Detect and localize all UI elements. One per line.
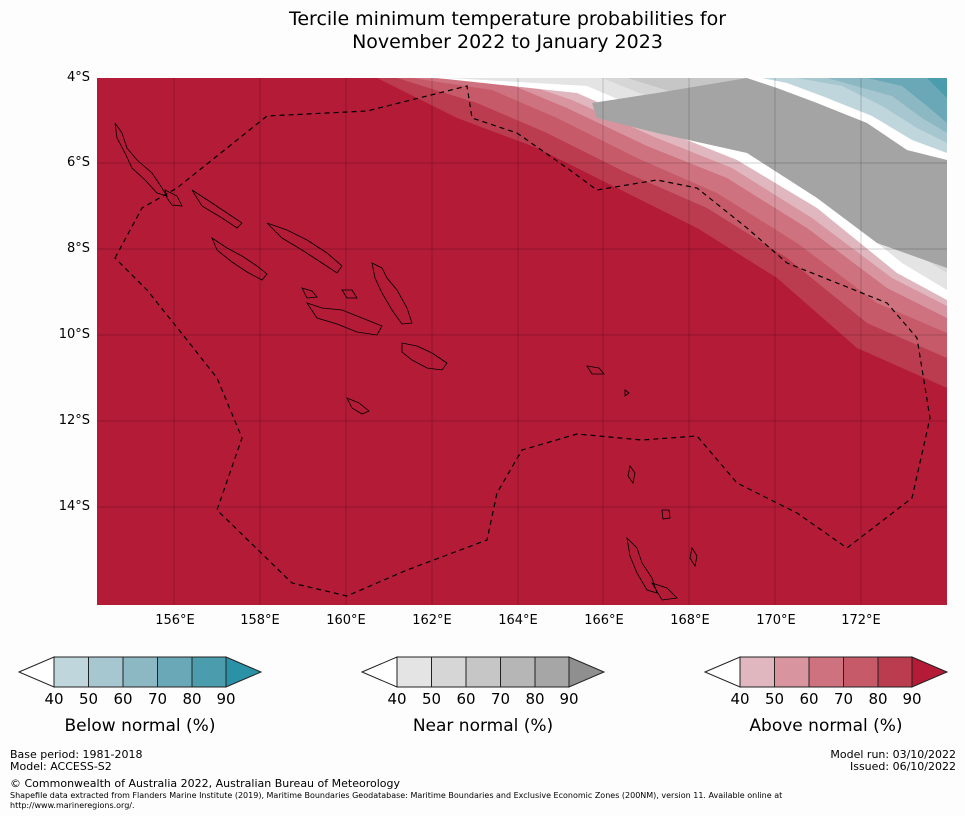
colorbar-near-swatch [500, 656, 536, 688]
band-below-70 [867, 78, 947, 123]
lon-label: 166°E [584, 613, 624, 628]
colorbar-below-swatch [122, 656, 158, 688]
lat-label: 4°S [66, 70, 90, 85]
colorbar-near-swatch [465, 656, 501, 688]
issued-date: Issued: 06/10/2022 [849, 760, 956, 773]
colorbar-above-scale [704, 656, 949, 688]
tick-label: 50 [764, 690, 785, 708]
lat-label: 10°S [58, 327, 90, 342]
base-period: Base period: 1981-2018 [10, 748, 143, 761]
tick-label: 90 [559, 690, 579, 708]
tick-label: 60 [113, 690, 133, 708]
tick-label: 80 [525, 690, 545, 708]
colorbar-above-low-arrow [704, 656, 741, 688]
tick-label: 90 [902, 690, 922, 708]
title-line-2: November 2022 to January 2023 [352, 31, 663, 53]
band-below-80 [927, 78, 947, 98]
colorbar-near-low-arrow [361, 656, 398, 688]
shapefile-credit: Shapefile data extracted from Flanders M… [10, 791, 955, 811]
colorbar-below-swatch [53, 656, 89, 688]
colorbar-above-swatch [739, 656, 775, 688]
tick-label: 70 [147, 690, 168, 708]
tick-label: 70 [490, 690, 511, 708]
colorbar-below-swatch [157, 656, 193, 688]
colorbar-near-high-arrow [568, 656, 606, 688]
lat-label: 6°S [66, 155, 90, 170]
colorbar-above-high-arrow [911, 656, 949, 688]
colorbar-above-title: Above normal (%) [749, 716, 903, 736]
tick-label: 40 [387, 690, 407, 708]
colorbar-below-high-arrow [225, 656, 263, 688]
copyright: © Commonwealth of Australia 2022, Austra… [10, 777, 400, 790]
tick-label: 50 [78, 690, 99, 708]
band-near-70 [592, 78, 947, 268]
tick-label: 90 [216, 690, 236, 708]
lon-label: 156°E [155, 613, 195, 628]
gridlines [97, 78, 947, 605]
eez-boundary [114, 85, 931, 597]
footer-left: Base period: 1981-2018 Model: ACCESS-S2 [10, 749, 142, 773]
tick-label: 70 [833, 690, 854, 708]
colorbar-near-scale [361, 656, 606, 688]
lon-label: 164°E [498, 613, 538, 628]
colorbar-below-swatch [88, 656, 124, 688]
lon-label: 158°E [240, 613, 280, 628]
colorbar-above-swatch [843, 656, 879, 688]
lon-label: 170°E [756, 613, 796, 628]
shapefile-credit-line-1: Shapefile data extracted from Flanders M… [10, 791, 783, 800]
model-run: Model run: 03/10/2022 [830, 748, 956, 761]
lon-label: 162°E [412, 613, 452, 628]
title-line-1: Tercile minimum temperature probabilitie… [288, 8, 727, 30]
lat-label: 14°S [58, 499, 90, 514]
lat-label: 8°S [66, 241, 90, 256]
lon-label: 168°E [670, 613, 710, 628]
model-name: Model: ACCESS-S2 [10, 760, 112, 773]
colorbar-below-title: Below normal (%) [64, 716, 216, 736]
tick-label: 60 [799, 690, 819, 708]
colorbar-above-swatch [774, 656, 810, 688]
tick-label: 60 [456, 690, 476, 708]
lat-label: 12°S [58, 413, 90, 428]
tick-label: 80 [182, 690, 202, 708]
lon-label: 172°E [841, 613, 881, 628]
footer-right: Model run: 03/10/2022 Issued: 06/10/2022 [830, 749, 956, 773]
colorbar-below-swatch [191, 656, 227, 688]
colorbar-near-swatch [431, 656, 467, 688]
tick-label: 40 [44, 690, 64, 708]
shapefile-credit-line-2: http://www.marineregions.org/. [10, 801, 135, 810]
chart-title: Tercile minimum temperature probabilitie… [0, 8, 965, 54]
coastlines [114, 122, 698, 601]
colorbar-above-swatch [877, 656, 913, 688]
colorbar-near-swatch [396, 656, 432, 688]
tick-label: 50 [421, 690, 442, 708]
tick-label: 80 [868, 690, 888, 708]
colorbar-above-swatch [808, 656, 844, 688]
colorbar-near-title: Near normal (%) [412, 716, 554, 736]
colorbar-below-scale [18, 656, 263, 688]
lon-label: 160°E [326, 613, 366, 628]
colorbar-below-low-arrow [18, 656, 55, 688]
probability-map [97, 78, 947, 605]
colorbar-near-swatch [534, 656, 570, 688]
tick-label: 40 [730, 690, 750, 708]
